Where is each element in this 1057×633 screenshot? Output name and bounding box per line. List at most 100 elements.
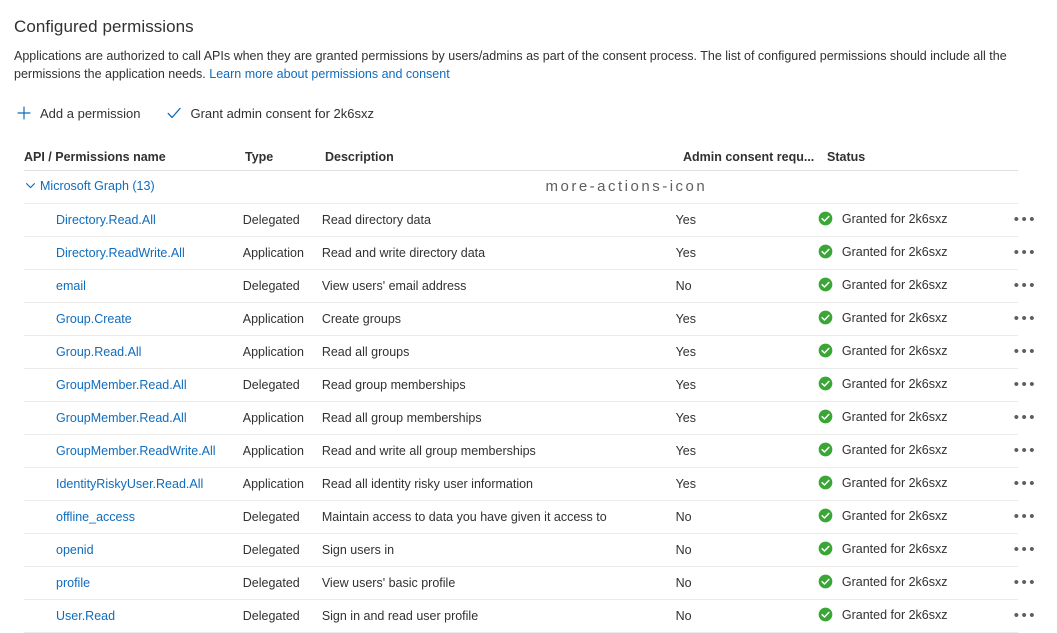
permission-status-text: Granted for 2k6sxz	[841, 244, 948, 259]
permission-name-cell: User.Read	[14, 609, 243, 623]
row-actions-cell: •••	[996, 574, 1043, 592]
permission-name-link[interactable]: Directory.ReadWrite.All	[56, 246, 185, 260]
row-actions-cell: •••	[996, 343, 1043, 361]
row-divider	[24, 302, 1018, 303]
row-divider	[24, 434, 1018, 435]
row-actions-cell: •••	[996, 541, 1043, 559]
table-row[interactable]: GroupMember.Read.All Delegated Read grou…	[14, 369, 1043, 401]
granted-check-icon	[818, 277, 833, 292]
row-divider	[24, 368, 1018, 369]
group-label: Microsoft Graph (13)	[40, 178, 155, 193]
more-actions-icon[interactable]: •••	[1008, 310, 1043, 328]
more-actions-icon[interactable]: •••	[1008, 409, 1043, 427]
group-actions-cell: more-actions-icon	[528, 178, 1044, 196]
permission-name-link[interactable]: GroupMember.ReadWrite.All	[56, 444, 216, 458]
table-row[interactable]: offline_access Delegated Maintain access…	[14, 501, 1043, 533]
table-row[interactable]: email Delegated View users' email addres…	[14, 270, 1043, 302]
more-actions-icon[interactable]: more-actions-icon	[540, 178, 714, 196]
more-actions-icon[interactable]: •••	[1008, 442, 1043, 460]
table-row[interactable]: Group.Read.All Application Read all grou…	[14, 336, 1043, 368]
permission-status-cell: Granted for 2k6sxz	[818, 508, 996, 526]
granted-check-icon	[818, 211, 833, 226]
permission-name-cell: GroupMember.Read.All	[14, 411, 243, 425]
table-row[interactable]: GroupMember.ReadWrite.All Application Re…	[14, 435, 1043, 467]
permission-status-cell: Granted for 2k6sxz	[818, 541, 996, 559]
permission-status-cell: Granted for 2k6sxz	[818, 244, 996, 262]
permission-name-link[interactable]: email	[56, 279, 86, 293]
more-actions-icon[interactable]: •••	[1008, 376, 1043, 394]
granted-check-icon	[818, 475, 833, 490]
row-actions-cell: •••	[996, 607, 1043, 625]
grant-admin-consent-button[interactable]: Grant admin consent for 2k6sxz	[164, 103, 376, 123]
permission-type-cell: Delegated	[242, 510, 300, 524]
permission-type-cell: Application	[242, 312, 304, 326]
permission-status-cell: Granted for 2k6sxz	[818, 574, 996, 592]
table-row[interactable]: GroupMember.Read.All Application Read al…	[14, 402, 1043, 434]
table-row[interactable]: Group.Create Application Create groups Y…	[14, 303, 1043, 335]
row-actions-cell: •••	[996, 244, 1043, 262]
row-divider	[24, 599, 1018, 600]
permission-status-cell: Granted for 2k6sxz	[818, 376, 996, 394]
permission-name-link[interactable]: Directory.Read.All	[56, 213, 156, 227]
permission-name-link[interactable]: profile	[56, 576, 91, 590]
permission-type-cell: Delegated	[242, 213, 300, 227]
checkmark-icon	[166, 105, 182, 121]
row-divider	[24, 335, 1018, 336]
learn-more-link[interactable]: Learn more about permissions and consent	[209, 66, 450, 81]
more-actions-icon[interactable]: •••	[1008, 475, 1043, 493]
table-row[interactable]: User.Read Delegated Sign in and read use…	[14, 600, 1043, 632]
table-header-row: API / Permissions name Type Description …	[14, 144, 1043, 170]
permission-name-link[interactable]: Group.Create	[56, 312, 132, 326]
more-actions-icon[interactable]: •••	[1008, 277, 1043, 295]
group-toggle-microsoft-graph[interactable]: Microsoft Graph (13)	[24, 179, 155, 193]
permission-type-cell: Application	[242, 444, 304, 458]
permission-status-text: Granted for 2k6sxz	[841, 376, 948, 391]
chevron-down-icon	[24, 179, 37, 192]
permission-status-text: Granted for 2k6sxz	[841, 310, 948, 325]
permission-name-link[interactable]: offline_access	[56, 510, 135, 524]
add-a-permission-button[interactable]: Add a permission	[14, 103, 142, 123]
more-actions-icon[interactable]: •••	[1008, 244, 1043, 262]
table-row[interactable]: openid Delegated Sign users in No Grante…	[14, 534, 1043, 566]
permission-status-cell: Granted for 2k6sxz	[818, 607, 996, 625]
admin-consent-required-cell: Yes	[675, 246, 696, 260]
permission-type-cell: Delegated	[242, 279, 300, 293]
table-row[interactable]: Directory.Read.All Delegated Read direct…	[14, 204, 1043, 236]
permission-name-link[interactable]: Group.Read.All	[56, 345, 142, 359]
permission-name-link[interactable]: User.Read	[56, 609, 116, 623]
permission-name-link[interactable]: GroupMember.Read.All	[56, 411, 187, 425]
more-actions-icon[interactable]: •••	[1008, 541, 1043, 559]
admin-consent-required-cell: Yes	[675, 213, 696, 227]
admin-consent-required-cell: No	[675, 609, 692, 623]
admin-consent-required-cell: No	[675, 510, 692, 524]
table-group-row-microsoft-graph: Microsoft Graph (13) more-actions-icon	[14, 171, 1043, 203]
permission-name-cell: GroupMember.ReadWrite.All	[14, 444, 243, 458]
row-actions-cell: •••	[996, 376, 1043, 394]
more-actions-icon[interactable]: •••	[1008, 508, 1043, 526]
permission-status-cell: Granted for 2k6sxz	[818, 277, 996, 295]
more-actions-icon[interactable]: •••	[1008, 343, 1043, 361]
permission-description-cell: Read and write all group memberships	[321, 444, 536, 458]
grant-admin-consent-label: Grant admin consent for 2k6sxz	[190, 105, 374, 121]
permission-name-link[interactable]: GroupMember.Read.All	[56, 378, 187, 392]
row-divider	[24, 236, 1018, 237]
row-actions-cell: •••	[996, 442, 1043, 460]
permission-name-cell: profile	[14, 576, 243, 590]
more-actions-icon[interactable]: •••	[1008, 607, 1043, 625]
more-actions-icon[interactable]: •••	[1008, 574, 1043, 592]
table-row[interactable]: profile Delegated View users' basic prof…	[14, 567, 1043, 599]
permission-type-cell: Application	[242, 246, 304, 260]
table-row[interactable]: IdentityRiskyUser.Read.All Application R…	[14, 468, 1043, 500]
permission-name-cell: email	[14, 279, 243, 293]
admin-consent-required-cell: Yes	[675, 411, 696, 425]
more-actions-icon[interactable]: •••	[1008, 211, 1043, 229]
granted-check-icon	[818, 607, 833, 622]
permission-name-link[interactable]: IdentityRiskyUser.Read.All	[56, 477, 204, 491]
add-a-permission-label: Add a permission	[40, 105, 141, 121]
table-row[interactable]: Directory.ReadWrite.All Application Read…	[14, 237, 1043, 269]
permission-status-text: Granted for 2k6sxz	[841, 343, 948, 358]
permission-description-cell: Read group memberships	[321, 378, 466, 392]
permission-name-link[interactable]: openid	[56, 543, 94, 557]
permission-description-cell: Read all group memberships	[321, 411, 482, 425]
granted-check-icon	[818, 310, 833, 325]
